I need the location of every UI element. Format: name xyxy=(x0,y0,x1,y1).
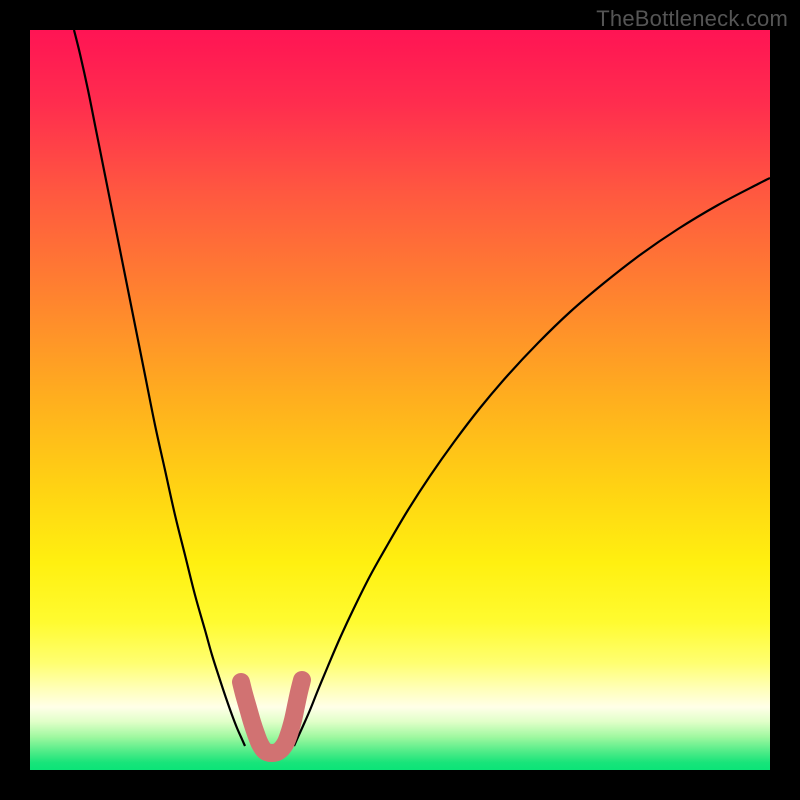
right-curve-line xyxy=(294,178,770,746)
watermark-text: TheBottleneck.com xyxy=(596,6,788,32)
valley-marker-line xyxy=(241,680,302,753)
chart-curves-layer xyxy=(30,30,770,770)
left-curve-line xyxy=(74,30,245,746)
chart-plot-area xyxy=(30,30,770,770)
